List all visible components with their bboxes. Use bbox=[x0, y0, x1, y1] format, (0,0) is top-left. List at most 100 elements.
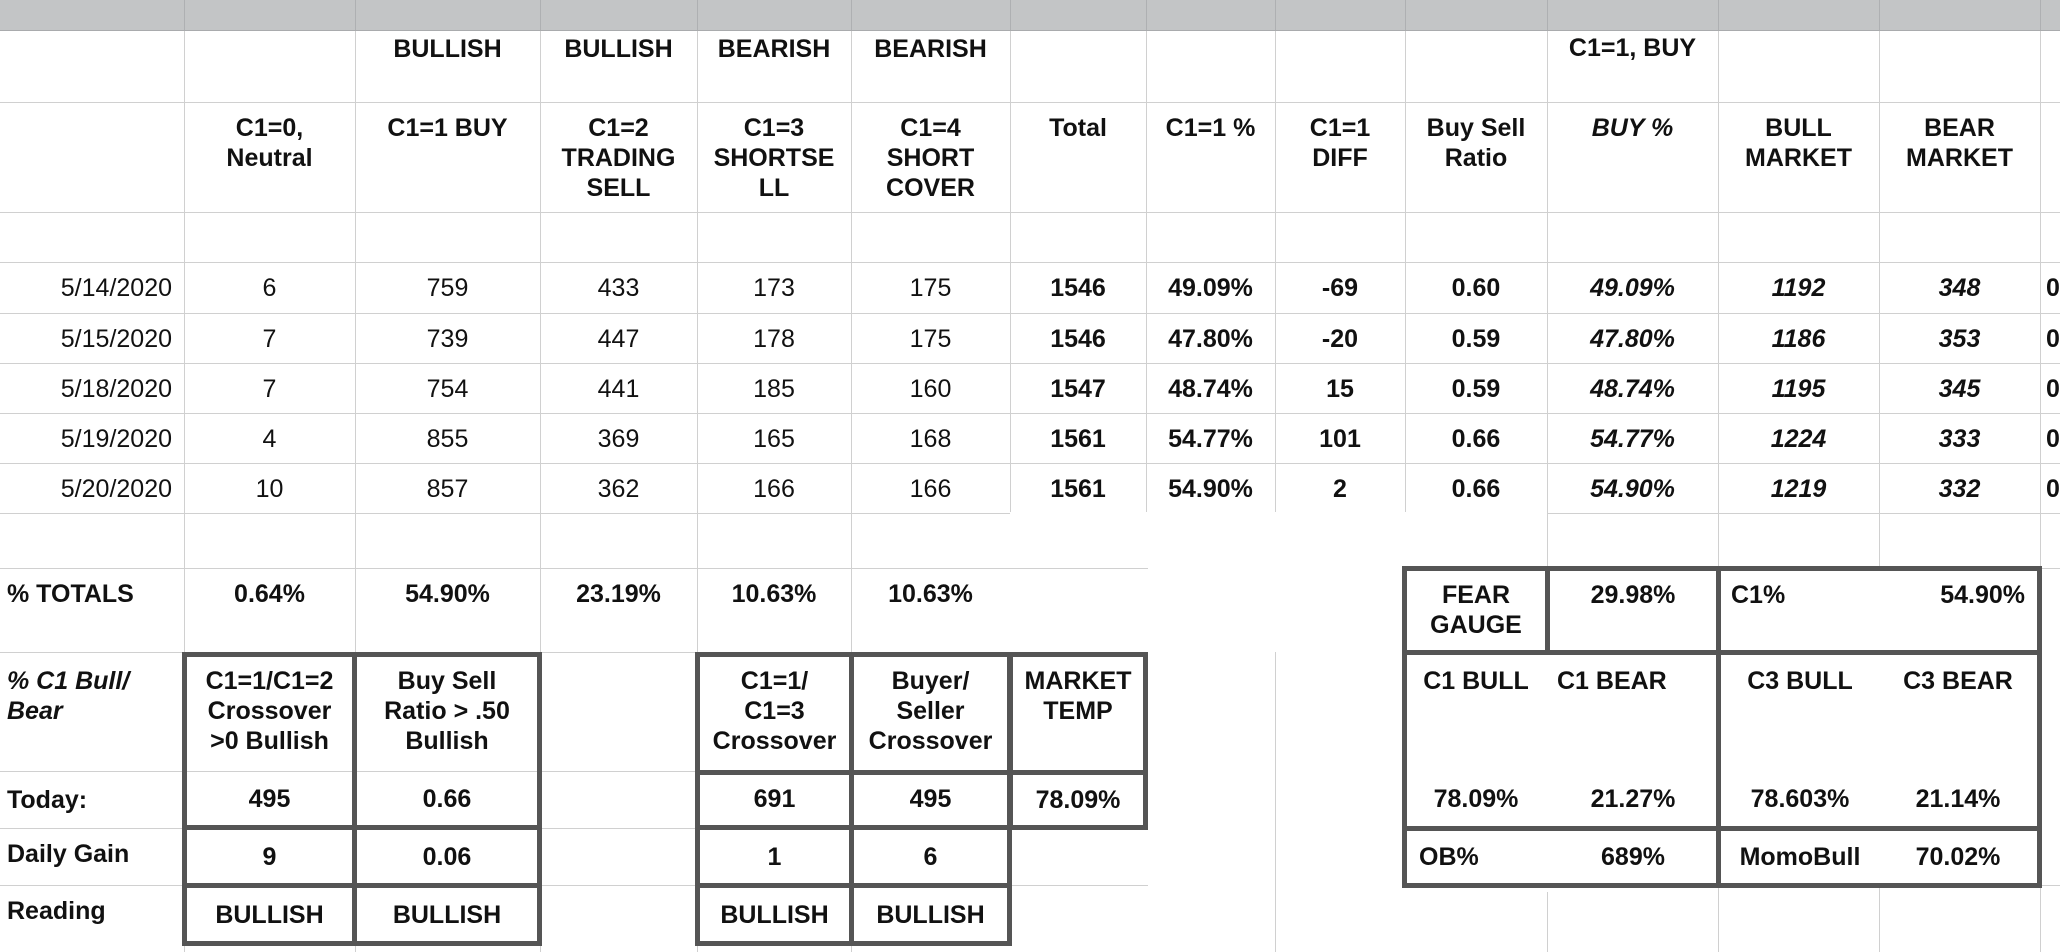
header-separator bbox=[697, 0, 698, 30]
group-label-c1-buy: C1=1, BUY bbox=[1568, 34, 1697, 62]
table-cell-short-cover: 175 bbox=[909, 274, 952, 302]
ratio-bull-gain: 0.06 bbox=[422, 842, 472, 871]
header-separator bbox=[1405, 0, 1406, 30]
table-cell-c1-diff: 15 bbox=[1326, 374, 1354, 403]
header-c1-pct: C1=1 % bbox=[1165, 114, 1256, 142]
table-cell-buy-pct: 54.90% bbox=[1590, 474, 1675, 503]
fear-gauge-label: FEAR GAUGE bbox=[1430, 581, 1522, 639]
reading-label: Reading bbox=[7, 897, 106, 925]
c3-bear-value: 21.14% bbox=[1915, 784, 2001, 813]
buyer-seller-gain: 6 bbox=[923, 842, 938, 871]
spreadsheet-header-bar bbox=[0, 0, 2060, 31]
header-separator bbox=[355, 0, 356, 30]
table-cell-c1-pct: 47.80% bbox=[1168, 324, 1253, 353]
table-cell-date: 5/19/2020 bbox=[60, 424, 172, 453]
table-cell-buy: 739 bbox=[426, 324, 469, 353]
table-cell-ratio: 0.66 bbox=[1451, 474, 1501, 503]
table-cell-c1-pct: 54.90% bbox=[1168, 474, 1253, 503]
gauge-divider bbox=[1545, 566, 1550, 654]
crossover-13-today: 691 bbox=[753, 784, 796, 813]
header-separator bbox=[540, 0, 541, 30]
table-cell-short-cover: 166 bbox=[909, 474, 952, 503]
gauge-panel bbox=[1402, 566, 2042, 888]
table-cell-neutral: 7 bbox=[262, 374, 277, 403]
group-label-buy: BULLISH bbox=[393, 35, 502, 63]
header-separator bbox=[1547, 0, 1548, 30]
table-cell-date: 5/14/2020 bbox=[60, 274, 172, 302]
crossover-13-reading: BULLISH bbox=[720, 900, 829, 929]
table-cell-buy-pct: 47.80% bbox=[1590, 324, 1675, 353]
ratio-bull-today: 0.66 bbox=[422, 784, 472, 813]
table-cell-ratio: 0.60 bbox=[1451, 274, 1501, 302]
momobull-value: 70.02% bbox=[1915, 843, 2001, 871]
market-temp-today: 78.09% bbox=[1035, 786, 1121, 814]
table-cell-c1-pct: 49.09% bbox=[1168, 274, 1253, 302]
header-total: Total bbox=[1049, 114, 1107, 142]
c1-bull-label: C1 BULL bbox=[1423, 667, 1529, 695]
table-cell-trading-sell: 362 bbox=[597, 474, 640, 503]
table-cell-partial: 0 bbox=[2046, 424, 2060, 453]
header-shortsell: C1=3 SHORTSE LL bbox=[713, 114, 835, 202]
table-cell-partial: 0 bbox=[2046, 374, 2060, 403]
c1-bear-value: 21.27% bbox=[1590, 784, 1676, 813]
c1-bull-value: 78.09% bbox=[1433, 784, 1519, 813]
today-label: Today: bbox=[7, 785, 88, 814]
header-neutral: C1=0, Neutral bbox=[226, 114, 313, 172]
crossover-13-gain: 1 bbox=[767, 842, 782, 871]
box-divider bbox=[849, 652, 854, 946]
table-cell-ratio: 0.59 bbox=[1451, 374, 1501, 403]
totals-shortsell: 10.63% bbox=[731, 580, 817, 608]
table-cell-bear: 345 bbox=[1938, 374, 1981, 403]
table-cell-ratio: 0.59 bbox=[1451, 324, 1501, 353]
gauge-divider bbox=[1402, 826, 2042, 831]
table-cell-shortsell: 165 bbox=[753, 424, 795, 453]
totals-trading-sell: 23.19% bbox=[576, 580, 661, 608]
table-cell-bull: 1195 bbox=[1771, 374, 1826, 403]
table-cell-bear: 353 bbox=[1938, 324, 1981, 353]
header-buy-sell-ratio: Buy Sell Ratio bbox=[1426, 114, 1526, 172]
market-temp-box bbox=[1008, 652, 1148, 830]
gauge-background bbox=[1405, 569, 2041, 887]
crossover-12-gain: 9 bbox=[262, 842, 277, 871]
table-cell-partial: 0 bbox=[2046, 324, 2060, 353]
indicator-box-left bbox=[182, 652, 542, 946]
table-cell-ratio: 0.66 bbox=[1451, 424, 1501, 453]
ratio-bull-reading: BULLISH bbox=[392, 900, 502, 929]
header-separator bbox=[1275, 0, 1276, 30]
table-cell-total: 1561 bbox=[1050, 474, 1106, 503]
crossover-13-header: C1=1/ C1=3 Crossover bbox=[712, 667, 837, 755]
table-cell-neutral: 10 bbox=[255, 474, 284, 503]
summary-section-label: % C1 Bull/ Bear bbox=[7, 667, 130, 725]
header-short-cover: C1=4 SHORT COVER bbox=[886, 114, 975, 202]
header-separator bbox=[184, 0, 185, 30]
buyer-seller-reading: BULLISH bbox=[876, 900, 985, 929]
c3-bull-label: C3 BULL bbox=[1747, 667, 1853, 695]
table-cell-buy: 754 bbox=[426, 374, 469, 403]
box-divider bbox=[695, 883, 1012, 888]
totals-short-cover: 10.63% bbox=[888, 580, 973, 608]
buyer-seller-header: Buyer/ Seller Crossover bbox=[868, 667, 993, 755]
table-cell-c1-diff: 101 bbox=[1319, 424, 1361, 453]
crossover-12-header: C1=1/C1=2 Crossover >0 Bullish bbox=[205, 667, 334, 755]
header-buy: C1=1 BUY bbox=[387, 114, 508, 142]
gauge-divider bbox=[1716, 566, 1721, 888]
table-cell-c1-diff: 2 bbox=[1333, 474, 1347, 503]
table-cell-bear: 348 bbox=[1938, 274, 1981, 302]
header-c1-diff: C1=1 DIFF bbox=[1309, 114, 1371, 172]
ob-value: 689% bbox=[1601, 843, 1665, 871]
crossover-12-reading: BULLISH bbox=[215, 900, 324, 929]
table-cell-neutral: 4 bbox=[262, 424, 277, 453]
table-cell-total: 1546 bbox=[1050, 274, 1106, 302]
table-cell-neutral: 7 bbox=[262, 324, 277, 353]
table-cell-total: 1547 bbox=[1050, 374, 1106, 403]
box-divider bbox=[352, 652, 357, 946]
header-separator bbox=[1718, 0, 1719, 30]
header-separator bbox=[1146, 0, 1147, 30]
box-divider bbox=[1008, 770, 1148, 775]
table-cell-shortsell: 178 bbox=[753, 324, 795, 353]
gridline-mask bbox=[1547, 652, 1548, 892]
c1-pct-label: C1% bbox=[1731, 581, 1786, 609]
table-cell-bull: 1192 bbox=[1771, 274, 1826, 302]
table-cell-buy-pct: 49.09% bbox=[1590, 274, 1675, 302]
momobull-label: MomoBull bbox=[1739, 843, 1861, 871]
